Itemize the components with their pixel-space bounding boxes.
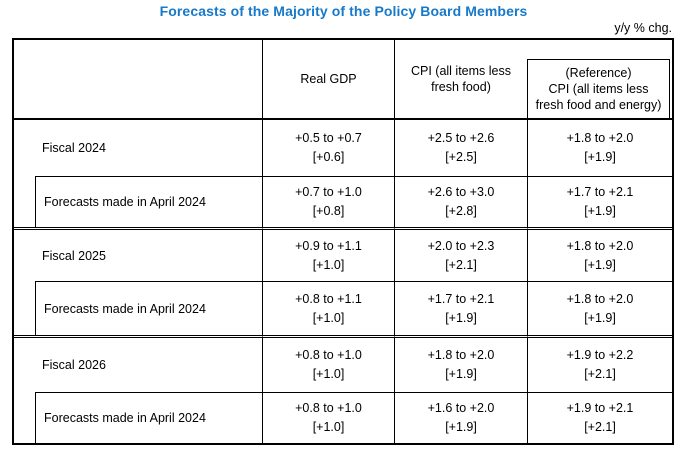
cell-ref: +1.8 to +2.0 [+1.9] [527, 281, 672, 335]
row-label-fiscal-2026: Fiscal 2026 [14, 335, 262, 392]
value-median: [+1.9] [584, 257, 616, 272]
value-median: [+1.9] [445, 420, 477, 434]
value-median: [+0.8] [312, 204, 345, 218]
value-range: +1.8 to +2.0 [566, 291, 634, 306]
cell-gdp: +0.9 to +1.1 [+1.0] [262, 227, 394, 281]
value-median: [+1.9] [445, 310, 477, 325]
cell-cpi: +1.7 to +2.1 [+1.9] [394, 281, 527, 335]
cell-cpi: +1.8 to +2.0 [+1.9] [394, 335, 527, 392]
cell-cpi: +2.6 to +3.0 [+2.8] [394, 176, 527, 227]
value-median: [+2.1] [584, 367, 616, 381]
indent-strip [14, 392, 35, 443]
value-range: +2.6 to +3.0 [427, 185, 495, 199]
cell-ref: +1.8 to +2.0 [+1.9] [527, 227, 672, 281]
header-empty-cell [14, 40, 262, 120]
value-median: [+0.6] [312, 150, 345, 164]
header-reference-cell: (Reference) CPI (all items less fresh fo… [527, 40, 672, 120]
value-range: +1.8 to +2.0 [566, 238, 634, 253]
row-label-april-2024: Forecasts made in April 2024 [35, 392, 262, 443]
value-median: [+1.0] [312, 420, 345, 434]
value-median: [+2.8] [445, 204, 477, 218]
unit-note: y/y % chg. [614, 21, 672, 35]
value-median: [+1.9] [584, 310, 616, 325]
cell-cpi: +2.5 to +2.6 [+2.5] [394, 120, 527, 176]
value-range: +0.5 to +0.7 [295, 131, 362, 145]
value-range: +2.5 to +2.6 [427, 131, 495, 145]
cell-ref: +1.7 to +2.1 [+1.9] [527, 176, 672, 227]
cell-cpi: +2.0 to +2.3 [+2.1] [394, 227, 527, 281]
cell-cpi: +1.6 to +2.0 [+1.9] [394, 392, 527, 443]
cell-ref: +1.8 to +2.0 [+1.9] [527, 120, 672, 176]
indent-strip [14, 281, 35, 335]
header-reference-box: (Reference) CPI (all items less fresh fo… [527, 59, 670, 118]
cell-ref: +1.9 to +2.2 [+2.1] [527, 335, 672, 392]
value-range: +1.8 to +2.0 [427, 348, 495, 362]
page-title: Forecasts of the Majority of the Policy … [159, 3, 528, 19]
value-range: +1.9 to +2.2 [566, 348, 634, 362]
header-cpi: CPI (all items less fresh food) [394, 40, 527, 120]
forecast-table: Real GDP CPI (all items less fresh food)… [12, 38, 674, 445]
row-label-fiscal-2025: Fiscal 2025 [14, 227, 262, 281]
cell-gdp: +0.8 to +1.0 [+1.0] [262, 392, 394, 443]
value-range: +0.8 to +1.0 [295, 401, 362, 415]
cell-gdp: +0.8 to +1.0 [+1.0] [262, 335, 394, 392]
header-real-gdp: Real GDP [262, 40, 394, 120]
value-range: +0.7 to +1.0 [295, 185, 362, 199]
value-range: +0.8 to +1.1 [295, 291, 362, 306]
value-median: [+1.0] [312, 310, 345, 325]
value-median: [+1.9] [445, 367, 477, 381]
cell-ref: +1.9 to +2.1 [+2.1] [527, 392, 672, 443]
value-range: +0.9 to +1.1 [295, 238, 362, 253]
value-median: [+1.0] [312, 257, 345, 272]
value-range: +0.8 to +1.0 [295, 348, 362, 362]
value-median: [+1.9] [584, 204, 616, 218]
value-median: [+2.1] [445, 257, 477, 272]
value-range: +1.7 to +2.1 [427, 291, 495, 306]
row-label-april-2024: Forecasts made in April 2024 [35, 281, 262, 335]
cell-gdp: +0.7 to +1.0 [+0.8] [262, 176, 394, 227]
value-median: [+1.9] [584, 150, 616, 164]
value-range: +1.8 to +2.0 [566, 131, 634, 145]
value-median: [+1.0] [312, 367, 345, 381]
row-label-april-2024: Forecasts made in April 2024 [35, 176, 262, 227]
cell-gdp: +0.5 to +0.7 [+0.6] [262, 120, 394, 176]
value-range: +2.0 to +2.3 [427, 238, 495, 253]
indent-strip [14, 176, 35, 227]
value-range: +1.9 to +2.1 [566, 401, 634, 415]
value-median: [+2.5] [445, 150, 477, 164]
cell-gdp: +0.8 to +1.1 [+1.0] [262, 281, 394, 335]
row-label-fiscal-2024: Fiscal 2024 [42, 141, 106, 155]
value-range: +1.6 to +2.0 [427, 401, 495, 415]
value-range: +1.7 to +2.1 [566, 185, 634, 199]
value-median: [+2.1] [584, 420, 616, 434]
